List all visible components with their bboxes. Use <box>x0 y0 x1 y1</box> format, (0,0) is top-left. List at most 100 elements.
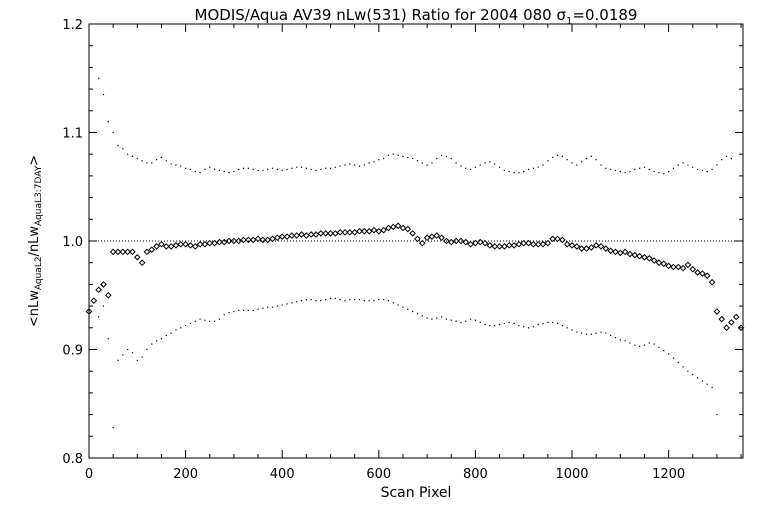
upper-point <box>648 168 650 170</box>
lower-point <box>523 326 525 328</box>
mean-point <box>481 239 489 247</box>
upper-point <box>561 155 563 157</box>
mean-point <box>274 234 281 242</box>
lower-point <box>503 322 505 325</box>
upper-point <box>325 167 327 169</box>
title-sigma-value: =0.0189 <box>572 6 637 24</box>
lower-point <box>581 332 583 334</box>
mean-point <box>674 263 682 271</box>
lower-point <box>98 316 100 318</box>
upper-point <box>271 167 274 169</box>
mean-point <box>389 223 397 231</box>
lower-point <box>146 348 148 351</box>
mean-point <box>351 229 358 236</box>
lower-point <box>711 386 713 389</box>
lower-point <box>460 321 462 323</box>
lower-point <box>561 325 563 327</box>
mean-point <box>182 240 189 248</box>
upper-point <box>107 121 109 123</box>
mean-point <box>723 324 730 332</box>
lower-point <box>387 300 390 302</box>
lower-point <box>692 373 694 376</box>
lower-point <box>378 298 380 301</box>
mean-point <box>327 230 334 237</box>
upper-point <box>537 166 539 168</box>
upper-point <box>146 162 148 164</box>
upper-point <box>112 131 114 134</box>
mean-point <box>370 226 378 234</box>
mean-point <box>332 230 339 237</box>
upper-point <box>445 155 448 157</box>
upper-point <box>136 157 138 160</box>
mean-point <box>418 239 426 247</box>
mean-point <box>206 239 214 247</box>
mean-point <box>380 226 387 234</box>
lower-point <box>682 366 684 368</box>
upper-point <box>194 170 196 173</box>
y-label-sub2: AquaL3:7DAY <box>34 165 44 226</box>
upper-point <box>252 168 254 170</box>
mean-point <box>375 227 383 235</box>
lower-point <box>513 322 515 325</box>
upper-point <box>247 167 249 169</box>
upper-point <box>151 162 153 164</box>
mean-point <box>336 229 344 236</box>
upper-point <box>156 159 158 161</box>
mean-point <box>216 238 223 246</box>
upper-point <box>402 155 404 157</box>
lower-point <box>156 340 158 342</box>
mean-point <box>621 248 629 256</box>
mean-point <box>568 242 576 249</box>
lower-point <box>102 305 105 307</box>
mean-point <box>235 237 243 245</box>
lower-point <box>431 318 433 320</box>
upper-point <box>344 164 346 166</box>
lower-point <box>658 346 660 348</box>
mean-point <box>346 229 354 236</box>
lower-point <box>325 298 327 301</box>
mean-point <box>129 248 136 256</box>
upper-point <box>102 93 105 96</box>
mean-point <box>554 235 561 243</box>
upper-point <box>484 162 486 164</box>
series-lower <box>98 297 718 429</box>
x-tick-label: 200 <box>173 467 198 482</box>
upper-point <box>474 166 477 168</box>
upper-point <box>334 166 336 168</box>
mean-point <box>612 248 619 256</box>
lower-point <box>358 298 361 301</box>
mean-point <box>298 231 305 238</box>
mean-point <box>588 244 595 251</box>
x-tick-label: 800 <box>463 467 488 482</box>
mean-point <box>544 239 552 247</box>
upper-point <box>547 160 549 162</box>
upper-point <box>329 167 332 169</box>
upper-point <box>257 169 259 172</box>
mean-point <box>264 236 272 244</box>
upper-point <box>315 169 317 172</box>
lower-point <box>696 377 699 379</box>
lower-point <box>614 336 617 339</box>
mean-point <box>447 238 455 246</box>
lower-point <box>610 334 612 336</box>
upper-point <box>189 168 192 170</box>
upper-point <box>141 160 143 162</box>
mean-point <box>534 240 542 248</box>
upper-point <box>494 163 496 165</box>
upper-point <box>165 160 167 162</box>
upper-point <box>373 161 375 163</box>
lower-point <box>228 312 230 314</box>
mean-point <box>505 242 513 249</box>
lower-point <box>165 334 167 336</box>
upper-point <box>242 167 245 169</box>
mean-point <box>462 238 470 246</box>
mean-point <box>404 225 412 233</box>
mean-point <box>278 233 286 240</box>
upper-point <box>653 170 655 173</box>
lower-point <box>421 315 423 317</box>
mean-point <box>254 235 262 243</box>
mean-point <box>341 229 349 236</box>
mean-point <box>153 243 160 250</box>
mean-point <box>240 236 247 244</box>
